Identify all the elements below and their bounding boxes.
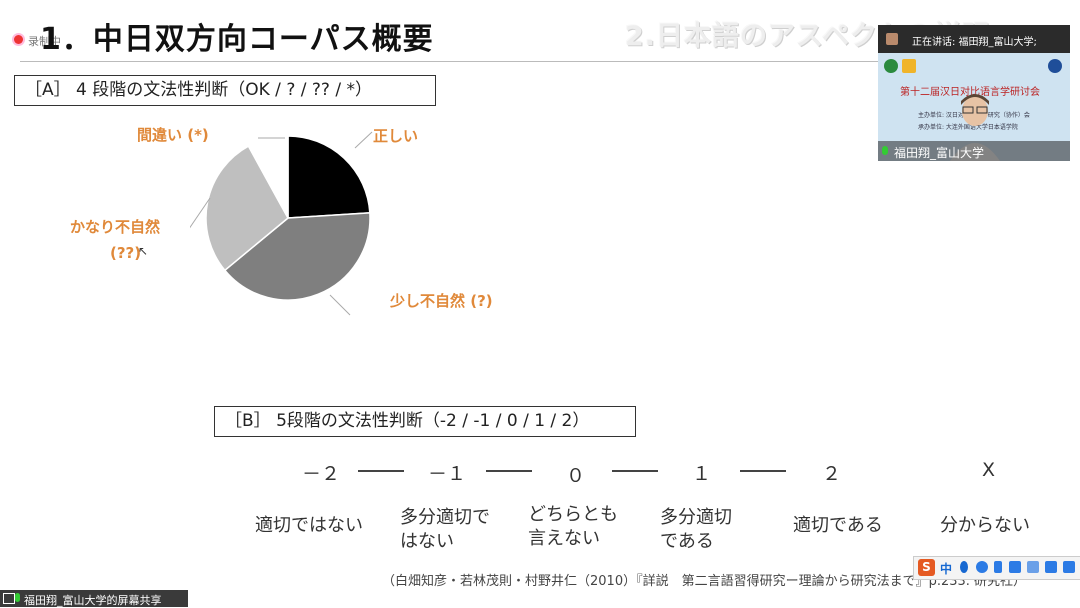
slide-title: 1．中日双方向コーパス概要	[40, 22, 434, 57]
university-seal-icon	[1048, 59, 1062, 73]
speaker-avatar	[886, 33, 898, 45]
leader-line-slight	[329, 294, 351, 316]
emoji-icon[interactable]	[976, 561, 988, 573]
microphone-icon	[882, 146, 888, 155]
scale-dash	[612, 470, 658, 472]
citation: （白畑知彦・若林茂則・村野井仁（2010）『詳説 第二言語習得研究ー理論から研究…	[382, 574, 1027, 589]
pie-slice-0	[287, 135, 371, 219]
scale-description: どちらとも 言えない	[528, 504, 618, 549]
scale-value: －２	[302, 463, 341, 485]
book-logo-icon	[902, 59, 916, 73]
scale-dash	[740, 470, 786, 472]
pie-slice-3	[247, 135, 289, 219]
pie-label-slightly-unnatural: 少し不自然 (?)	[390, 292, 493, 310]
voice-input-icon[interactable]	[994, 561, 1002, 573]
scale-value: １	[692, 463, 712, 485]
mouse-cursor-icon: ↖	[138, 244, 149, 258]
user-icon[interactable]	[1027, 561, 1039, 573]
section-b-label: ［B］ 5段階の文法性判断（-2 / -1 / 0 / 1 / 2）	[214, 406, 636, 437]
scale-description: 多分適切 である	[660, 507, 732, 552]
participant-name-bar: 福田翔_富山大学	[878, 141, 1070, 161]
scale-description: 適切である	[793, 515, 883, 536]
judgment-pie-chart	[190, 131, 373, 316]
skin-icon[interactable]	[1045, 561, 1057, 573]
microphone-icon	[15, 593, 20, 602]
punctuation-icon[interactable]	[960, 561, 968, 573]
scale-description: 適切ではない	[255, 515, 363, 536]
scale-description: 分からない	[940, 515, 1030, 536]
speaker-status-text: 正在讲话: 福田翔_富山大学;	[912, 37, 1037, 48]
scale-dash	[486, 470, 532, 472]
screen-share-label: 福田翔_富山大学的屏幕共享	[24, 594, 162, 607]
scale-dash	[358, 470, 404, 472]
screen-share-icon	[3, 593, 15, 604]
leader-line-very	[190, 197, 211, 229]
pie-label-very-unnatural-mark: (??)	[110, 244, 142, 262]
banner-title: 第十二届汉日对比语言学研讨会	[900, 87, 1040, 98]
title-divider	[20, 61, 880, 62]
screen-share-bar[interactable]: 福田翔_富山大学的屏幕共享	[0, 590, 188, 607]
video-panel[interactable]: 正在讲话: 福田翔_富山大学; 第十二届汉日对比语言学研讨会 主办单位: 汉日对…	[878, 25, 1070, 161]
section-a-label: ［A］ 4 段階の文法性判断（OK / ? / ?? / *）	[14, 75, 436, 106]
scale-description: 多分適切で はない	[400, 507, 490, 552]
ime-toolbar[interactable]: S 中	[913, 556, 1080, 580]
ime-language-toggle[interactable]: 中	[940, 562, 953, 576]
pie-label-correct: 正しい	[373, 127, 419, 145]
speaker-status-bar: 正在讲话: 福田翔_富山大学;	[878, 25, 1070, 53]
scale-value: ０	[566, 465, 586, 487]
pie-label-very-unnatural: かなり不自然	[70, 218, 161, 236]
toolbox-icon[interactable]	[1063, 561, 1075, 573]
participant-name: 福田翔_富山大学	[894, 146, 985, 160]
scale-value: X	[982, 459, 996, 481]
pie-label-wrong: 間違い (*)	[137, 126, 209, 144]
conference-logo-icon	[884, 59, 898, 73]
scale-value: ２	[822, 463, 842, 485]
scale-value: －１	[428, 463, 467, 485]
pie-slice-2	[205, 145, 289, 272]
recording-indicator-icon	[14, 35, 23, 44]
leader-line-ok	[354, 131, 373, 149]
keyboard-icon[interactable]	[1009, 561, 1021, 573]
recording-label: 录制中	[28, 35, 61, 48]
ime-logo-icon[interactable]: S	[918, 559, 935, 576]
banner-host: 承办单位: 大连外国语大学日本语学院	[918, 124, 1018, 131]
pie-slice-1	[223, 212, 371, 301]
